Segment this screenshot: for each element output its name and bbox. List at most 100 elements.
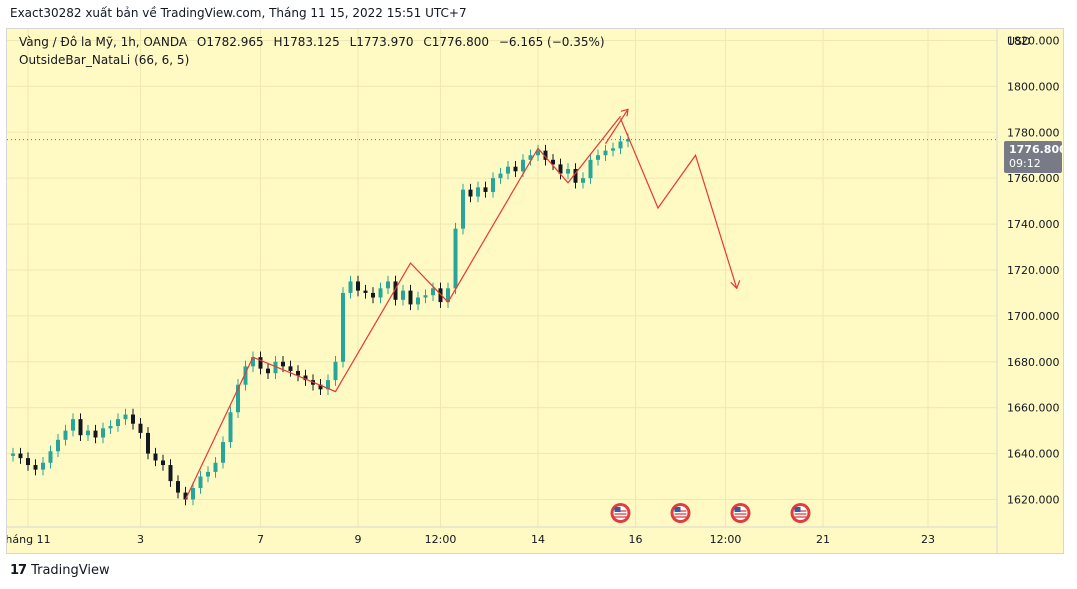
y-tick-label: 1640.000 bbox=[1007, 448, 1060, 461]
tradingview-logo-icon: 17 bbox=[10, 563, 27, 578]
candle-body bbox=[543, 150, 548, 160]
bar-countdown: 09:12 bbox=[1009, 157, 1041, 170]
chart-background bbox=[7, 29, 1063, 553]
x-tick-label: 14 bbox=[531, 533, 545, 546]
candle-body bbox=[296, 370, 300, 376]
candle-body bbox=[626, 139, 630, 142]
flag-canton bbox=[734, 507, 741, 512]
currency-label[interactable]: USD bbox=[1007, 35, 1031, 48]
y-tick-label: 1660.000 bbox=[1007, 402, 1060, 415]
publish-caption: Exact30282 xuất bản về TradingView.com, … bbox=[10, 6, 467, 20]
candle-body bbox=[393, 281, 398, 300]
flag-canton bbox=[794, 507, 801, 512]
candle-body bbox=[243, 366, 248, 385]
projection-up-arrow-shaft bbox=[604, 108, 629, 145]
candle-body bbox=[356, 281, 360, 291]
candle-body bbox=[566, 168, 570, 174]
chart-canvas[interactable]: 1620.000 1640.000 1660.000 1680.000 1700.000… bbox=[7, 29, 1063, 553]
y-tick-label: 1700.000 bbox=[1007, 310, 1060, 323]
candle-body bbox=[506, 166, 510, 174]
candle-body bbox=[138, 423, 143, 433]
candle-body bbox=[41, 462, 45, 470]
candle-body bbox=[363, 290, 368, 293]
y-tick-label: 1760.000 bbox=[1007, 172, 1060, 185]
candle-body bbox=[536, 150, 540, 156]
y-tick-label: 1780.000 bbox=[1007, 126, 1060, 139]
zigzag-line bbox=[184, 115, 621, 500]
candle-body bbox=[236, 384, 240, 413]
candle-body bbox=[558, 164, 563, 174]
last-price-value: 1776.800 bbox=[1009, 143, 1064, 156]
candle-body bbox=[108, 426, 113, 429]
symbol-label[interactable]: Vàng / Đô la Mỹ, 1h, OANDA bbox=[19, 35, 188, 49]
candle-body bbox=[446, 288, 450, 303]
candle-body bbox=[333, 361, 338, 381]
candle-body bbox=[371, 292, 375, 298]
candle-body bbox=[221, 442, 225, 463]
candle-body bbox=[386, 281, 390, 289]
candle-body bbox=[146, 432, 150, 454]
flag-canton bbox=[614, 507, 621, 512]
candle-body bbox=[431, 288, 435, 296]
chart-panel[interactable]: 1620.000 1640.000 1660.000 1680.000 1700.000… bbox=[6, 28, 1064, 554]
candle-body bbox=[596, 155, 600, 160]
candle-body bbox=[521, 159, 525, 172]
candle-body bbox=[116, 419, 120, 427]
close-value: C1776.800 bbox=[423, 35, 489, 49]
candle-body bbox=[438, 288, 443, 303]
candle-body bbox=[198, 476, 203, 488]
candle-body bbox=[603, 150, 608, 156]
candle-body bbox=[168, 465, 173, 482]
candle-body bbox=[326, 380, 330, 390]
candle-body bbox=[123, 414, 128, 420]
flag-canton bbox=[674, 507, 681, 512]
x-tick-label: háng 11 bbox=[7, 533, 51, 546]
open-value: O1782.965 bbox=[196, 35, 264, 49]
x-tick-label: 12:00 bbox=[710, 533, 742, 546]
candle-body bbox=[93, 430, 98, 438]
candle-body bbox=[161, 460, 165, 466]
indicator-legend[interactable]: OutsideBar_NataLi (66, 6, 5) bbox=[19, 53, 190, 67]
candle-body bbox=[33, 465, 38, 470]
tradingview-brand[interactable]: 17 TradingView bbox=[10, 563, 110, 578]
y-tick-label: 1740.000 bbox=[1007, 218, 1060, 231]
x-tick-label: 16 bbox=[629, 533, 643, 546]
candle-body bbox=[11, 453, 15, 456]
candle-body bbox=[588, 159, 593, 179]
candle-body bbox=[416, 297, 420, 305]
candle-body bbox=[288, 366, 293, 371]
y-tick-label: 1800.000 bbox=[1007, 80, 1060, 93]
x-tick-label: 12:00 bbox=[425, 533, 457, 546]
candle-body bbox=[341, 292, 345, 362]
candle-body bbox=[573, 168, 578, 183]
last-price-tag: 1776.800 09:12 bbox=[1004, 141, 1064, 173]
candle-body bbox=[618, 141, 623, 149]
candle-body bbox=[528, 155, 533, 160]
low-value: L1773.970 bbox=[349, 35, 414, 49]
x-tick-label: 7 bbox=[257, 533, 264, 546]
candle-body bbox=[63, 430, 68, 440]
candle-body bbox=[611, 148, 615, 151]
candle-body bbox=[206, 471, 210, 477]
candle-body bbox=[86, 430, 90, 436]
brand-label: TradingView bbox=[31, 563, 110, 578]
x-tick-label: 23 bbox=[921, 533, 935, 546]
candle-body bbox=[513, 166, 518, 172]
candle-body bbox=[483, 187, 488, 192]
change-value: −6.165 (−0.35%) bbox=[498, 35, 605, 49]
x-tick-label: 21 bbox=[816, 533, 830, 546]
candle-body bbox=[183, 492, 188, 500]
candle-body bbox=[581, 178, 585, 183]
candle-body bbox=[401, 290, 405, 300]
candle-body bbox=[266, 368, 270, 374]
candle-body bbox=[468, 189, 473, 197]
candle-body bbox=[191, 487, 195, 500]
candle-body bbox=[491, 178, 495, 192]
candle-body bbox=[453, 228, 458, 289]
projection-path bbox=[619, 118, 738, 289]
candle-body bbox=[273, 361, 278, 374]
candle-body bbox=[176, 481, 180, 493]
candle-body bbox=[551, 159, 555, 165]
x-tick-label: 3 bbox=[137, 533, 144, 546]
candle-body bbox=[408, 290, 413, 305]
